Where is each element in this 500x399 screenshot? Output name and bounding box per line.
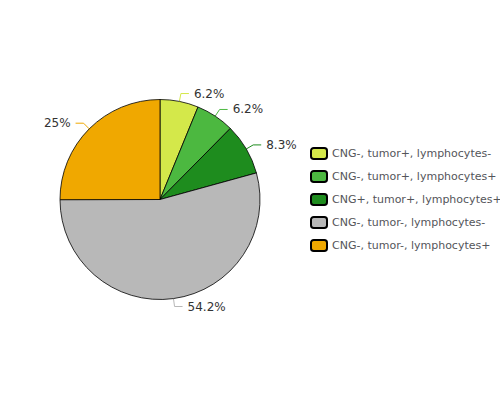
svg-text:6.2%: 6.2% <box>194 87 225 101</box>
svg-text:54.2%: 54.2% <box>188 300 226 314</box>
svg-text:CNG-, tumor-, lymphocytes-: CNG-, tumor-, lymphocytes- <box>332 216 485 229</box>
svg-text:CNG+, tumor+, lymphocytes+: CNG+, tumor+, lymphocytes+ <box>332 193 500 206</box>
svg-text:6.2%: 6.2% <box>233 102 264 116</box>
svg-text:CNG-, tumor-, lymphocytes+: CNG-, tumor-, lymphocytes+ <box>332 239 490 252</box>
svg-text:CNG-, tumor+, lymphocytes+: CNG-, tumor+, lymphocytes+ <box>332 170 496 183</box>
svg-text:8.3%: 8.3% <box>266 138 297 152</box>
svg-text:25%: 25% <box>44 116 71 130</box>
svg-text:CNG-, tumor+, lymphocytes-: CNG-, tumor+, lymphocytes- <box>332 147 491 160</box>
